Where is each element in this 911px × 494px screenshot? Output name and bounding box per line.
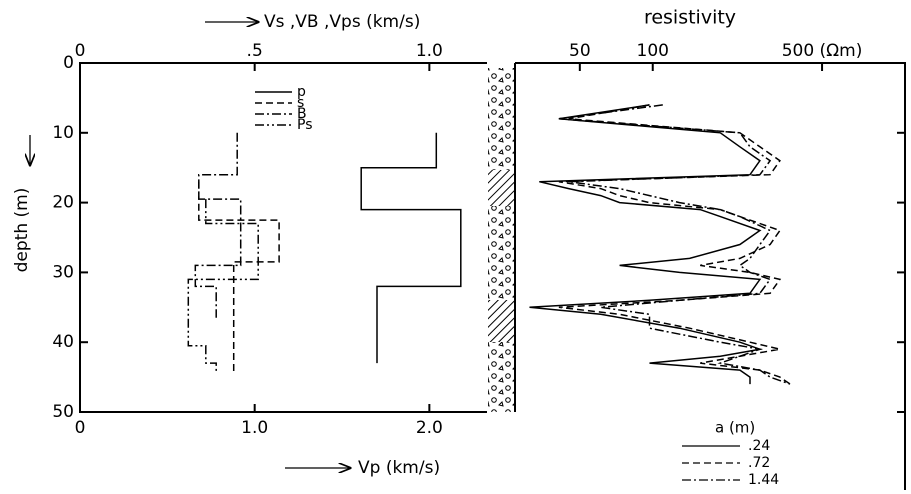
x2-axis-label: Vs ,VB ,Vps (km/s) [264,12,420,32]
legend-label: s [297,95,304,111]
lithology-column [488,63,516,412]
profile-line [558,104,791,385]
x-tick-label: 500 (Ωm) [782,41,863,61]
legend-label: .24 [748,438,770,454]
legend-label: Ps [297,117,313,133]
profile-line [198,181,280,374]
legend-title: a (m) [715,419,755,437]
x-tick-label: 1.0 [241,418,268,438]
y-tick-label: 30 [52,262,74,282]
plot-frame [79,62,487,413]
y-axis-label: depth (m) [12,188,32,273]
legend-label: 1.44 [748,472,779,488]
legend-label: .72 [748,455,770,471]
x-tick-label: 50 [569,41,591,61]
profile-line [194,132,242,318]
y-tick-label: 40 [52,332,74,352]
legend-label: p [297,84,306,100]
profile-line [360,132,462,364]
y-tick-label: 20 [52,193,74,213]
chart-title: resistivity [644,7,736,29]
y-tick-label: 0 [63,53,74,73]
y-tick-label: 10 [52,123,74,143]
profile-line [529,104,763,385]
x-tick-label: 100 [637,41,669,61]
x-axis-label: Vp (km/s) [358,458,440,478]
x-tick-label: 0 [75,418,86,438]
x-tick-label: 1.0 [416,41,443,61]
x-tick-label: 2.0 [416,418,443,438]
legend-label: B [297,106,307,122]
x-tick-label: 0 [75,41,86,61]
profile-line [187,199,259,374]
y-tick-label: 50 [52,402,74,422]
profile-line [558,104,791,385]
x-tick-label: .5 [247,41,263,61]
plot-frame [515,62,906,490]
